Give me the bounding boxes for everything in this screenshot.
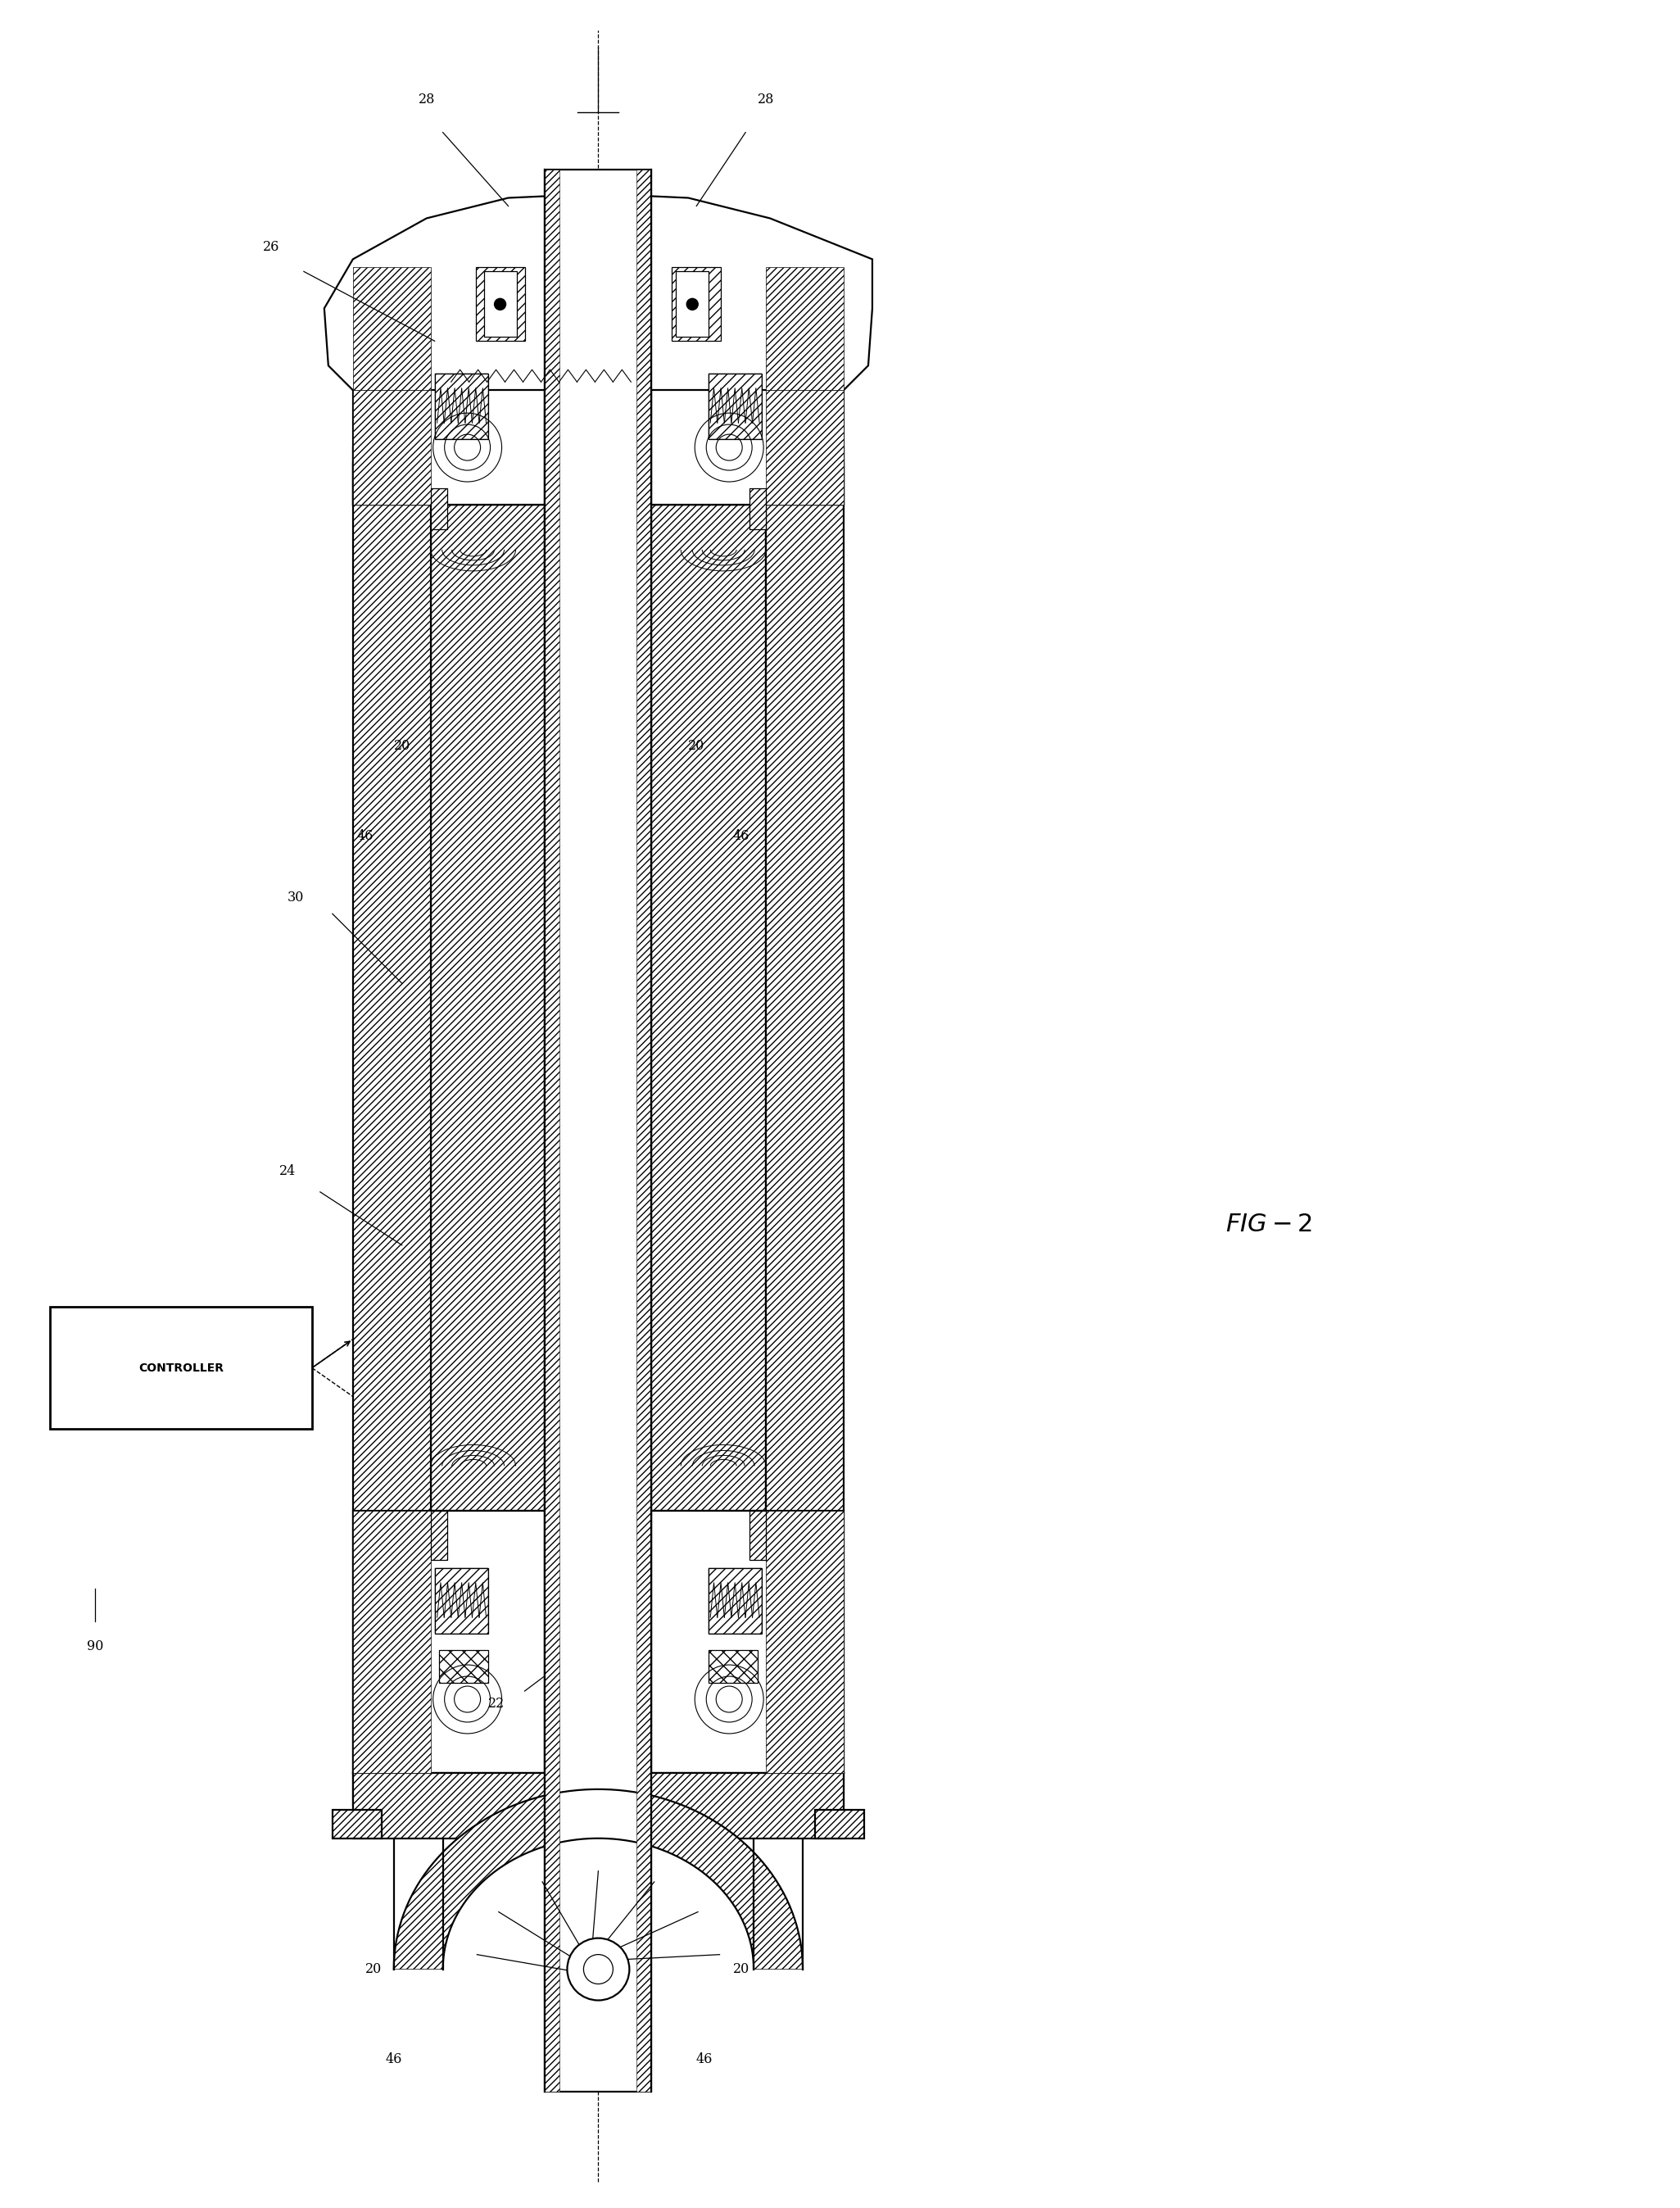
Text: 24: 24: [279, 1164, 296, 1179]
Text: 30: 30: [287, 890, 304, 905]
Polygon shape: [709, 373, 763, 439]
Circle shape: [494, 298, 506, 309]
Polygon shape: [637, 170, 652, 2091]
Polygon shape: [353, 464, 843, 506]
Polygon shape: [353, 1510, 430, 1773]
Polygon shape: [544, 170, 559, 2091]
Polygon shape: [353, 448, 430, 1773]
Polygon shape: [435, 1568, 487, 1634]
Polygon shape: [749, 488, 766, 530]
Polygon shape: [353, 1510, 544, 1773]
Polygon shape: [353, 1773, 843, 1806]
Polygon shape: [544, 170, 652, 2091]
Circle shape: [583, 1954, 613, 1985]
Polygon shape: [353, 391, 544, 506]
Text: 28: 28: [418, 93, 435, 106]
Text: CONTROLLER: CONTROLLER: [138, 1362, 223, 1373]
Polygon shape: [435, 373, 487, 439]
Polygon shape: [672, 267, 721, 340]
Polygon shape: [709, 1568, 763, 1634]
Polygon shape: [652, 506, 766, 1510]
Polygon shape: [393, 1788, 803, 1970]
Polygon shape: [484, 272, 516, 338]
Text: 20: 20: [393, 740, 410, 753]
Text: 46: 46: [385, 2051, 402, 2067]
Text: 20: 20: [365, 1963, 381, 1976]
Text: 90: 90: [87, 1638, 104, 1654]
Polygon shape: [430, 506, 544, 1510]
Polygon shape: [333, 1811, 381, 1839]
Text: 46: 46: [732, 828, 749, 843]
Polygon shape: [430, 1510, 447, 1561]
Polygon shape: [766, 267, 843, 391]
Text: 46: 46: [356, 828, 373, 843]
Polygon shape: [475, 267, 524, 340]
Polygon shape: [709, 1649, 758, 1682]
Polygon shape: [815, 1811, 864, 1839]
FancyBboxPatch shape: [50, 1307, 312, 1429]
Circle shape: [687, 298, 699, 309]
Polygon shape: [353, 1773, 843, 1839]
Polygon shape: [438, 1649, 487, 1682]
Text: $\it{FIG}-2$: $\it{FIG}-2$: [1226, 1212, 1312, 1236]
Polygon shape: [675, 272, 709, 338]
Text: 46: 46: [696, 2051, 712, 2067]
Circle shape: [568, 1939, 630, 2000]
Polygon shape: [766, 391, 843, 506]
Polygon shape: [652, 391, 843, 506]
Polygon shape: [353, 391, 430, 506]
Text: 20: 20: [732, 1963, 749, 1976]
Polygon shape: [749, 1510, 766, 1561]
Polygon shape: [353, 267, 430, 391]
Text: 22: 22: [487, 1696, 504, 1711]
Polygon shape: [324, 194, 872, 391]
Polygon shape: [766, 448, 843, 1773]
Polygon shape: [430, 488, 447, 530]
Polygon shape: [766, 1510, 843, 1773]
Polygon shape: [652, 1510, 843, 1773]
Text: 20: 20: [689, 740, 704, 753]
Text: 26: 26: [262, 241, 279, 254]
Text: 28: 28: [758, 93, 774, 106]
